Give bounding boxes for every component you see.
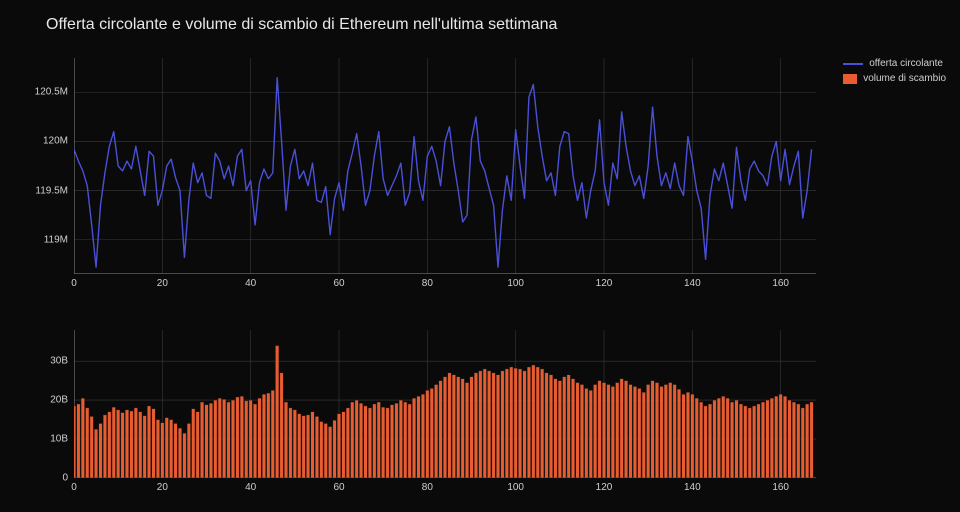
y-tick-label: 119M: [14, 234, 68, 245]
volume-bar-chart: [74, 330, 816, 478]
x-tick-label: 20: [157, 482, 168, 493]
legend-item-supply: offerta circolante: [843, 58, 946, 69]
legend-box-icon: [843, 74, 857, 84]
legend-label: offerta circolante: [869, 58, 943, 69]
chart-container: { "title": "Offerta circolante e volume …: [0, 0, 960, 512]
x-tick-label: 100: [507, 482, 524, 493]
x-tick-label: 40: [245, 278, 256, 289]
x-tick-label: 0: [71, 482, 77, 493]
y-tick-label: 10B: [14, 434, 68, 445]
legend: offerta circolante volume di scambio: [843, 58, 946, 88]
y-tick-label: 120.5M: [14, 87, 68, 98]
x-tick-label: 60: [333, 482, 344, 493]
chart-title: Offerta circolante e volume di scambio d…: [46, 16, 557, 34]
y-tick-label: 30B: [14, 356, 68, 367]
legend-label: volume di scambio: [863, 73, 946, 84]
x-tick-label: 80: [422, 482, 433, 493]
x-tick-label: 20: [157, 278, 168, 289]
y-tick-label: 120M: [14, 136, 68, 147]
x-tick-label: 160: [772, 278, 789, 289]
x-tick-label: 40: [245, 482, 256, 493]
y-tick-label: 20B: [14, 395, 68, 406]
x-tick-label: 60: [333, 278, 344, 289]
x-tick-label: 100: [507, 278, 524, 289]
x-tick-label: 0: [71, 278, 77, 289]
legend-item-volume: volume di scambio: [843, 73, 946, 84]
y-tick-label: 119.5M: [14, 185, 68, 196]
supply-line-chart: [74, 58, 816, 274]
y-tick-label: 0: [14, 473, 68, 484]
x-tick-label: 120: [596, 278, 613, 289]
x-tick-label: 120: [596, 482, 613, 493]
x-tick-label: 80: [422, 278, 433, 289]
x-tick-label: 160: [772, 482, 789, 493]
legend-line-icon: [843, 63, 863, 65]
x-tick-label: 140: [684, 482, 701, 493]
x-tick-label: 140: [684, 278, 701, 289]
